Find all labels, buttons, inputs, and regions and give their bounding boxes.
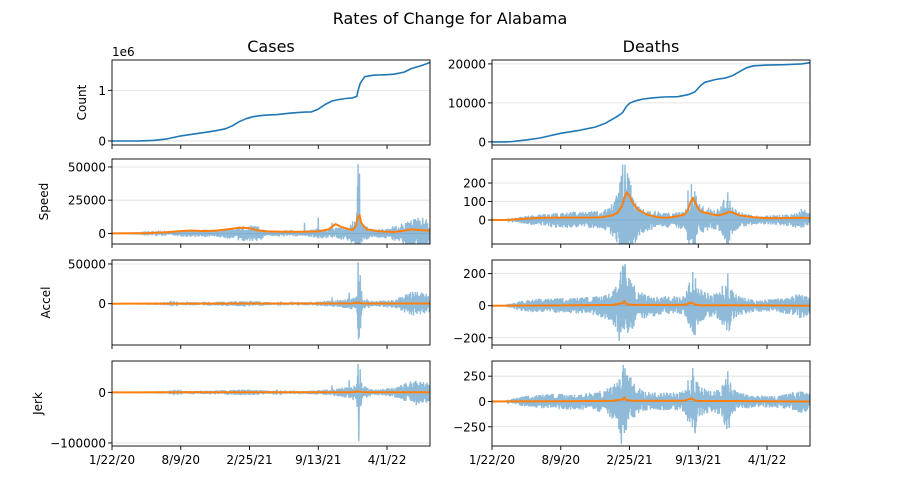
y-tick-label: 250 bbox=[463, 370, 486, 384]
smoothed-series-line bbox=[492, 396, 810, 403]
x-tick-label: 1/22/20 bbox=[469, 453, 515, 467]
plot-area bbox=[492, 263, 810, 342]
raw-series-line bbox=[112, 363, 430, 442]
axes-frame bbox=[111, 360, 431, 447]
y-tick-label: 200 bbox=[463, 177, 486, 191]
y-axis-label: Count bbox=[75, 84, 89, 120]
axes-frame bbox=[111, 259, 431, 346]
y-tick-label: 0 bbox=[478, 213, 486, 227]
axes-frame bbox=[491, 259, 811, 346]
y-tick-label: 0 bbox=[478, 135, 486, 149]
x-tick-label: 4/1/22 bbox=[368, 453, 407, 467]
y-axis-label: Jerk bbox=[31, 392, 45, 416]
raw-series-line bbox=[112, 61, 430, 142]
raw-series-line bbox=[112, 262, 430, 340]
y-tick-label: 0 bbox=[478, 395, 486, 409]
smoothed-series-line bbox=[492, 299, 810, 307]
cases-column-title: Cases bbox=[247, 37, 295, 56]
smoothed-series-line bbox=[112, 301, 430, 305]
smoothed-series-line bbox=[112, 390, 430, 394]
smoothed-series-line bbox=[492, 191, 810, 221]
cases-panel-accel: 0 50000 Accel bbox=[39, 257, 431, 349]
x-tick-label: 9/13/21 bbox=[675, 453, 721, 467]
plot-area bbox=[112, 61, 430, 142]
y-tick-label: 100 bbox=[463, 195, 486, 209]
deaths-column-title: Deaths bbox=[623, 37, 680, 56]
deaths-panel-row2: −200 0 200 bbox=[453, 259, 811, 349]
deaths-panel-row3: −250 0 250 1/22/20 8/9/20 2/25/21 9/13/21 4/1/2… bbox=[453, 360, 811, 467]
cases-count-scale-label: 1e6 bbox=[112, 45, 135, 59]
plot-area bbox=[112, 164, 430, 244]
y-tick-label: 200 bbox=[463, 267, 486, 281]
raw-series-line bbox=[492, 61, 810, 143]
x-tick-label: 8/9/20 bbox=[161, 453, 200, 467]
y-tick-label: 0 bbox=[98, 386, 106, 400]
plot-area bbox=[492, 61, 810, 143]
x-tick-label: 4/1/22 bbox=[748, 453, 787, 467]
x-tick-label: 2/25/21 bbox=[226, 453, 272, 467]
plot-area bbox=[492, 164, 810, 244]
plot-area bbox=[112, 262, 430, 340]
y-tick-label: 25000 bbox=[68, 194, 106, 208]
x-tick-label: 9/13/21 bbox=[295, 453, 341, 467]
x-tick-label: 8/9/20 bbox=[541, 453, 580, 467]
deaths-panel-row0: 0 10000 20000 bbox=[448, 57, 811, 149]
axes-frame bbox=[111, 158, 431, 245]
y-axis-label: Speed bbox=[37, 183, 51, 221]
raw-series-line bbox=[492, 364, 810, 445]
x-tick-label: 1/22/20 bbox=[89, 453, 135, 467]
raw-series-line bbox=[492, 263, 810, 342]
deaths-panel-row1: 0 100 200 bbox=[463, 158, 811, 248]
y-tick-label: −100000 bbox=[50, 436, 106, 450]
plot-area bbox=[112, 363, 430, 442]
y-tick-label: 50000 bbox=[68, 160, 106, 174]
cases-panel-count: 0 1 Count bbox=[75, 59, 431, 149]
y-tick-label: −200 bbox=[453, 331, 486, 345]
raw-series-line bbox=[492, 164, 810, 244]
axes-frame bbox=[491, 360, 811, 447]
figure-title: Rates of Change for Alabama bbox=[333, 9, 568, 28]
cases-panel-speed: 0 25000 50000 Speed bbox=[37, 158, 431, 248]
y-tick-label: 50000 bbox=[68, 257, 106, 271]
y-axis-label: Accel bbox=[39, 287, 53, 319]
cases-panel-jerk: −100000 0 1/22/20 8/9/20 2/25/21 9/13/21 4/1/2… bbox=[31, 360, 431, 467]
subplot-grid: 01Count02500050000Speed050000Accel−10000… bbox=[31, 57, 811, 467]
y-tick-label: 0 bbox=[98, 297, 106, 311]
axes-frame bbox=[111, 59, 431, 146]
y-tick-label: 20000 bbox=[448, 57, 486, 71]
smoothed-series-line bbox=[112, 213, 430, 235]
y-tick-label: 1 bbox=[98, 84, 106, 98]
y-tick-label: 10000 bbox=[448, 96, 486, 110]
y-tick-label: 0 bbox=[478, 299, 486, 313]
y-tick-label: 0 bbox=[98, 227, 106, 241]
plot-area bbox=[492, 364, 810, 445]
raw-series-line bbox=[112, 164, 430, 244]
y-tick-label: 0 bbox=[98, 134, 106, 148]
x-tick-label: 2/25/21 bbox=[606, 453, 652, 467]
y-tick-label: −250 bbox=[453, 420, 486, 434]
